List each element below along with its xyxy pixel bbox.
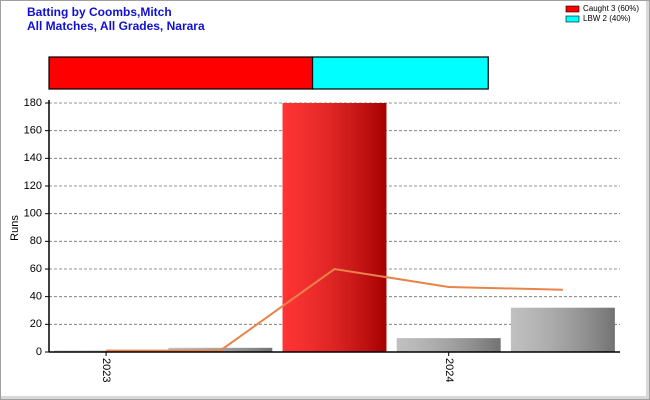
bar-shade bbox=[282, 103, 387, 352]
legend-label: Caught 3 (60%) bbox=[583, 4, 639, 13]
legend-swatch bbox=[565, 15, 580, 23]
y-tick-label: 40 bbox=[30, 291, 42, 303]
frame-edge bbox=[1, 396, 649, 399]
dismissal-segment bbox=[311, 56, 489, 90]
dismissal-segment bbox=[48, 56, 314, 90]
y-tick-label: 20 bbox=[30, 318, 42, 330]
y-tick-label: 140 bbox=[24, 152, 42, 164]
bar-shade bbox=[396, 338, 501, 352]
frame-edge bbox=[646, 1, 649, 399]
x-tick-label: 2024 bbox=[443, 358, 455, 382]
y-tick-label: 0 bbox=[36, 346, 42, 358]
legend-label: LBW 2 (40%) bbox=[583, 14, 631, 23]
y-tick-label: 160 bbox=[24, 125, 42, 137]
y-tick-label: 120 bbox=[24, 180, 42, 192]
chart-title: Batting by Coombs,Mitch bbox=[27, 5, 172, 19]
y-tick-label: 100 bbox=[24, 208, 42, 220]
y-tick-label: 80 bbox=[30, 235, 42, 247]
y-tick-label: 60 bbox=[30, 263, 42, 275]
y-tick-label: 180 bbox=[24, 97, 42, 109]
legend-swatch bbox=[565, 5, 580, 13]
bar-shade bbox=[510, 307, 615, 352]
y-axis-label: Runs bbox=[9, 215, 21, 241]
x-tick-label: 2023 bbox=[100, 358, 112, 382]
average-line bbox=[106, 267, 563, 352]
chart-subtitle: All Matches, All Grades, Narara bbox=[27, 19, 205, 33]
